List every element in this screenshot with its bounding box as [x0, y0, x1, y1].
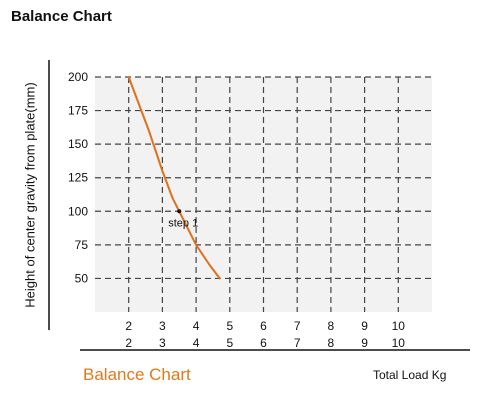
- x-tick-label: 10: [392, 319, 406, 333]
- y-tick-label: 100: [68, 204, 88, 218]
- x-tick-label: 9: [361, 319, 368, 333]
- x-tick-label-secondary: 9: [361, 336, 368, 350]
- y-tick-label: 175: [68, 104, 88, 118]
- y-tick-label: 125: [68, 171, 88, 185]
- y-tick-label: 50: [75, 271, 89, 285]
- x-tick-label: 5: [226, 319, 233, 333]
- x-axis-label: Total Load Kg: [373, 368, 447, 382]
- x-tick-label: 2: [125, 319, 132, 333]
- annotation-marker: [177, 209, 182, 214]
- x-tick-label: 6: [260, 319, 267, 333]
- x-tick-label: 7: [294, 319, 301, 333]
- x-tick-label-secondary: 7: [294, 336, 301, 350]
- x-tick-label-secondary: 5: [226, 336, 233, 350]
- x-tick-label: 4: [193, 319, 200, 333]
- series-line: [127, 76, 221, 280]
- x-tick-label-secondary: 3: [159, 336, 166, 350]
- x-tick-label-secondary: 8: [328, 336, 335, 350]
- y-tick-label: 200: [68, 70, 88, 84]
- chart-title: Balance Chart: [11, 8, 112, 25]
- x-tick-label: 8: [328, 319, 335, 333]
- footer-title: Balance Chart: [83, 365, 191, 384]
- x-tick-label-secondary: 2: [125, 336, 132, 350]
- x-tick-label-secondary: 6: [260, 336, 267, 350]
- y-tick-label: 75: [75, 238, 89, 252]
- x-tick-label: 3: [159, 319, 166, 333]
- annotation-label: step 1: [168, 217, 198, 229]
- x-tick-label-secondary: 4: [193, 336, 200, 350]
- x-tick-label-secondary: 10: [392, 336, 406, 350]
- y-tick-label: 150: [68, 137, 88, 151]
